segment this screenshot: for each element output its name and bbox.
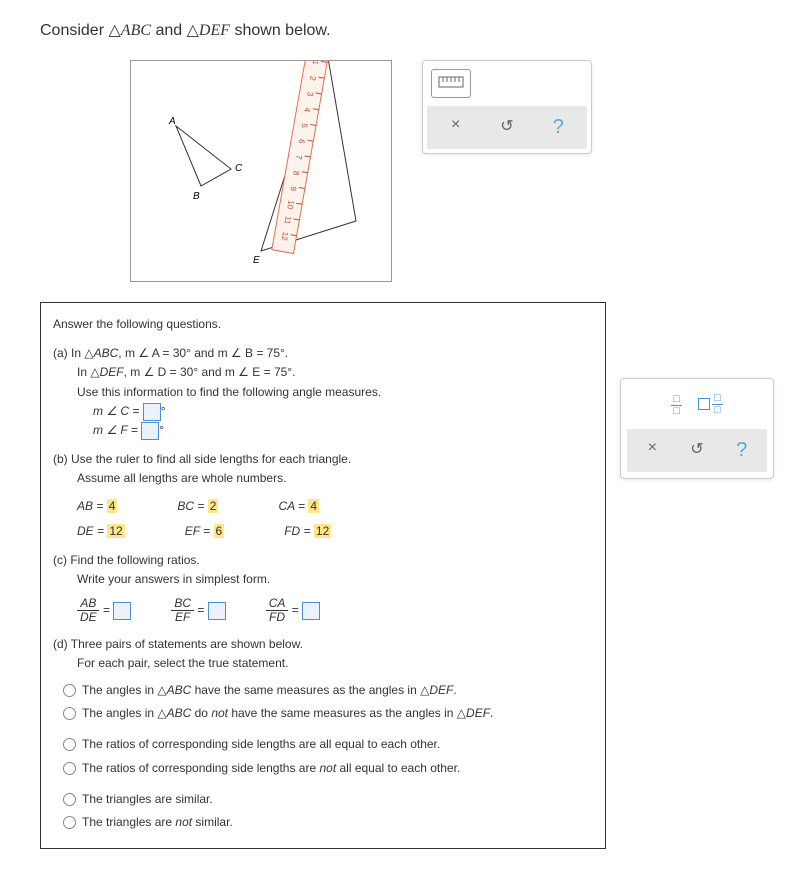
input-ratio-2[interactable]	[208, 602, 226, 620]
value-FD[interactable]: 12	[314, 524, 331, 538]
radio-d1b[interactable]: The angles in △ABC do not have the same …	[63, 704, 593, 723]
input-ratio-1[interactable]	[113, 602, 131, 620]
value-AB[interactable]: 4	[107, 499, 118, 513]
side-undo-button[interactable]: ↺	[676, 433, 719, 468]
radio-d3b[interactable]: The triangles are not similar.	[63, 813, 593, 832]
value-DE[interactable]: 12	[107, 524, 124, 538]
figure-row: A B C E 012 345 678 91011 12	[130, 60, 760, 282]
figure-toolbar: × ↺ ?	[422, 60, 592, 154]
fraction-icon[interactable]: □□	[671, 391, 682, 417]
label-B: B	[193, 191, 200, 202]
input-angle-F[interactable]	[141, 422, 159, 440]
label-E: E	[253, 255, 260, 266]
answer-box: Answer the following questions. (a) In △…	[40, 302, 606, 849]
answer-header: Answer the following questions.	[53, 315, 593, 334]
undo-button[interactable]: ↺	[482, 110, 531, 145]
side-help-button[interactable]: ?	[720, 433, 763, 468]
label-A: A	[168, 116, 176, 127]
part-b: (b) Use the ruler to find all side lengt…	[53, 450, 593, 541]
label-C: C	[235, 163, 243, 174]
side-toolbar: □□ □□ × ↺ ?	[620, 378, 774, 479]
side-clear-button[interactable]: ×	[631, 433, 674, 468]
value-CA[interactable]: 4	[308, 499, 319, 513]
radio-d2a[interactable]: The ratios of corresponding side lengths…	[63, 735, 593, 754]
part-a: (a) In △ABC, m ∠ A = 30° and m ∠ B = 75°…	[53, 344, 593, 440]
value-BC[interactable]: 2	[208, 499, 219, 513]
input-angle-C[interactable]	[143, 403, 161, 421]
input-ratio-3[interactable]	[302, 602, 320, 620]
ruler-button[interactable]	[431, 69, 471, 98]
radio-d2b[interactable]: The ratios of corresponding side lengths…	[63, 759, 593, 778]
mixed-fraction-icon[interactable]: □□	[698, 391, 723, 417]
clear-button[interactable]: ×	[431, 110, 480, 145]
ruler-icon	[438, 74, 464, 90]
triangles-figure[interactable]: A B C E 012 345 678 91011 12	[130, 60, 392, 282]
help-button[interactable]: ?	[534, 110, 583, 145]
radio-d3a[interactable]: The triangles are similar.	[63, 790, 593, 809]
page-title: Consider △ABC and △DEF shown below.	[40, 20, 760, 40]
part-c: (c) Find the following ratios. Write you…	[53, 551, 593, 625]
radio-d1a[interactable]: The angles in △ABC have the same measure…	[63, 681, 593, 700]
value-EF[interactable]: 6	[214, 524, 225, 538]
